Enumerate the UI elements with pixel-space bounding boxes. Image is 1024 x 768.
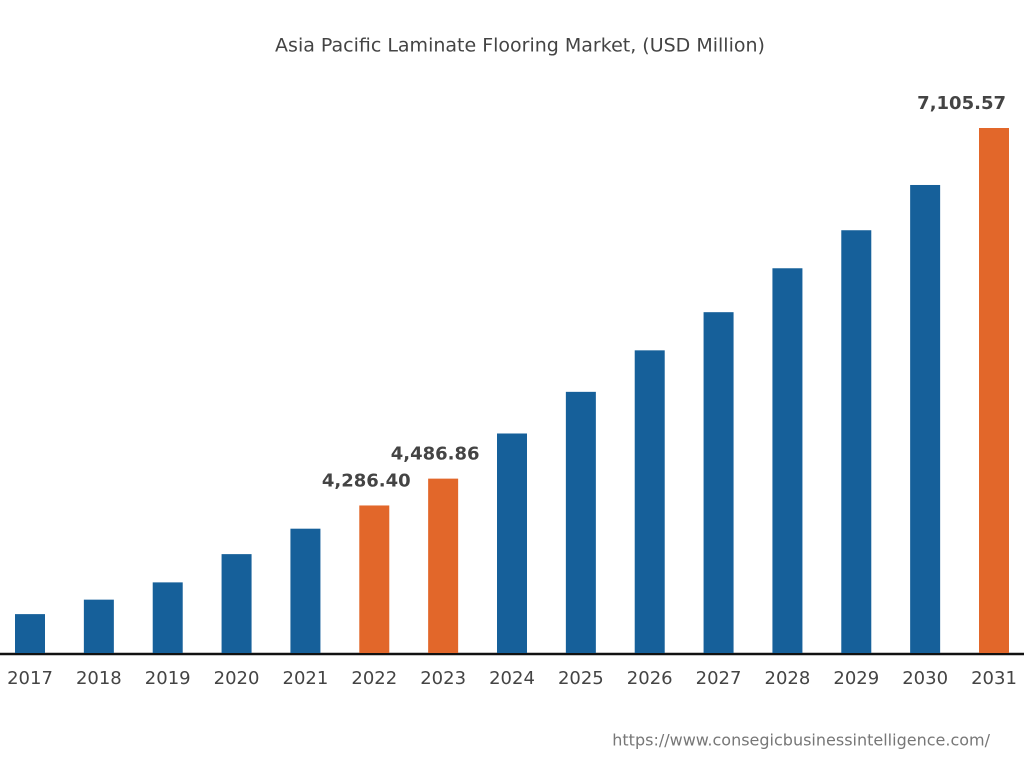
x-tick-label: 2029 <box>833 668 879 689</box>
bar <box>497 433 527 653</box>
bar <box>221 554 252 653</box>
bar <box>359 505 390 653</box>
x-tick-label: 2022 <box>351 668 397 689</box>
value-label: 7,105.57 <box>917 93 1006 114</box>
x-tick-label: 2024 <box>489 668 535 689</box>
value-label: 4,486.86 <box>391 444 480 465</box>
bar <box>15 614 45 653</box>
bar <box>565 391 596 653</box>
x-tick-label: 2018 <box>76 668 122 689</box>
bar <box>83 599 114 653</box>
x-tick-label: 2023 <box>420 668 466 689</box>
bar <box>841 230 872 653</box>
bar <box>634 350 665 653</box>
x-tick-label: 2017 <box>7 668 53 689</box>
x-tick-label: 2026 <box>627 668 673 689</box>
chart-title: Asia Pacific Laminate Flooring Market, (… <box>275 35 765 57</box>
x-tick-label: 2020 <box>214 668 260 689</box>
x-tick-label: 2019 <box>145 668 191 689</box>
bar <box>979 128 1009 653</box>
bar <box>772 268 803 653</box>
bar <box>428 478 459 653</box>
x-tick-label: 2031 <box>971 668 1017 689</box>
bar <box>152 582 183 653</box>
x-tick-label: 2025 <box>558 668 604 689</box>
value-label: 4,286.40 <box>322 470 411 491</box>
x-tick-label: 2028 <box>765 668 811 689</box>
bar <box>703 312 734 653</box>
source-link[interactable]: https://www.consegicbusinessintelligence… <box>612 731 990 750</box>
x-tick-label: 2030 <box>902 668 948 689</box>
x-tick-label: 2027 <box>696 668 742 689</box>
bar <box>910 184 941 654</box>
bar <box>290 528 321 653</box>
x-tick-label: 2021 <box>283 668 329 689</box>
